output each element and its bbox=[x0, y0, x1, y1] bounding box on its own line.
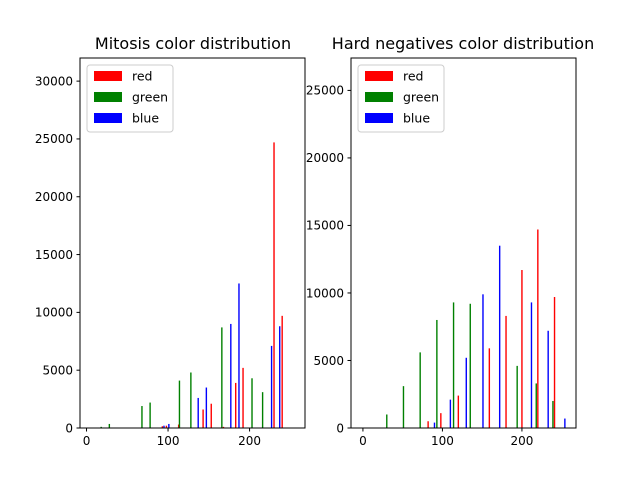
bars bbox=[386, 229, 566, 428]
legend-label-red: red bbox=[132, 69, 153, 84]
legend-label-green: green bbox=[132, 90, 168, 105]
y-tick-label: 15000 bbox=[35, 248, 73, 262]
bar-red bbox=[521, 270, 523, 428]
y-tick-label: 20000 bbox=[35, 190, 73, 204]
bar-blue bbox=[433, 422, 436, 428]
bar-red bbox=[161, 426, 164, 428]
legend-label-blue: blue bbox=[132, 111, 159, 126]
bar-green bbox=[535, 383, 537, 428]
y-tick-label: 5000 bbox=[313, 354, 344, 368]
bar-blue bbox=[530, 302, 533, 428]
bar-blue bbox=[163, 425, 165, 428]
chart-hard-negatives: Hard negatives color distribution 0 100 20… bbox=[306, 34, 594, 448]
legend-swatch-red bbox=[365, 71, 393, 81]
axis-ticks: 0 100 200 0 5000 10000 15000 20000 25000 30000 bbox=[35, 74, 261, 448]
bar-blue bbox=[465, 357, 467, 428]
bar-blue bbox=[230, 323, 232, 428]
bar-red bbox=[165, 425, 168, 428]
bar-blue bbox=[482, 294, 484, 428]
chart-mitosis: Mitosis color distribution 0 100 200 0 5000 1… bbox=[35, 34, 306, 448]
axes-frame bbox=[350, 57, 577, 429]
axis-ticks: 0 100 200 0 5000 10000 15000 20000 25000 bbox=[306, 84, 534, 448]
bar-green bbox=[221, 327, 223, 428]
bar-green bbox=[149, 402, 151, 428]
legend-swatch-blue bbox=[94, 113, 122, 123]
bar-green bbox=[108, 423, 111, 428]
bar-green bbox=[469, 303, 471, 428]
legend: red green blue bbox=[357, 64, 445, 133]
legend-swatch-blue bbox=[365, 113, 393, 123]
y-tick-label: 25000 bbox=[306, 84, 344, 98]
bar-red bbox=[488, 348, 491, 428]
bar-green bbox=[261, 392, 264, 428]
y-tick-label: 10000 bbox=[306, 286, 344, 300]
bar-red bbox=[281, 315, 283, 428]
legend-label-blue: blue bbox=[403, 111, 430, 126]
x-tick-label: 200 bbox=[238, 434, 261, 448]
legend: red green blue bbox=[86, 64, 174, 133]
chart-title: Mitosis color distribution bbox=[95, 34, 291, 53]
bar-red bbox=[222, 426, 225, 428]
y-tick-label: 30000 bbox=[35, 74, 73, 88]
bar-red bbox=[273, 142, 275, 428]
bar-green bbox=[100, 426, 102, 428]
bar-blue bbox=[449, 399, 452, 428]
bar-blue bbox=[564, 418, 566, 428]
y-tick-label: 0 bbox=[336, 421, 344, 435]
bar-green bbox=[436, 319, 438, 428]
y-tick-label: 0 bbox=[65, 421, 73, 435]
bar-red bbox=[537, 229, 539, 428]
x-tick-label: 0 bbox=[83, 434, 91, 448]
bar-blue bbox=[547, 330, 549, 428]
legend-label-green: green bbox=[403, 90, 439, 105]
bar-red bbox=[427, 421, 429, 428]
legend-swatch-green bbox=[365, 92, 393, 102]
bars bbox=[100, 142, 283, 428]
bar-blue bbox=[279, 326, 281, 428]
x-tick-label: 100 bbox=[431, 434, 454, 448]
x-tick-label: 0 bbox=[359, 434, 367, 448]
bar-red bbox=[440, 413, 442, 428]
bar-green bbox=[452, 302, 455, 428]
legend-swatch-red bbox=[94, 71, 122, 81]
bar-red bbox=[235, 382, 237, 428]
bar-red bbox=[202, 409, 204, 428]
bar-blue bbox=[197, 397, 199, 428]
bar-green bbox=[178, 380, 181, 428]
chart-title: Hard negatives color distribution bbox=[332, 34, 594, 53]
bar-green bbox=[141, 406, 143, 428]
bar-green bbox=[402, 386, 405, 428]
bar-green bbox=[190, 372, 192, 428]
bar-red bbox=[210, 403, 212, 428]
bar-blue bbox=[498, 245, 501, 428]
bar-green bbox=[251, 378, 253, 428]
y-tick-label: 5000 bbox=[42, 363, 73, 377]
bar-green bbox=[516, 365, 518, 428]
x-tick-label: 100 bbox=[157, 434, 180, 448]
bar-red bbox=[553, 297, 556, 428]
bar-blue bbox=[205, 387, 208, 428]
y-tick-label: 15000 bbox=[306, 219, 344, 233]
y-tick-label: 10000 bbox=[35, 306, 73, 320]
bar-red bbox=[457, 395, 460, 428]
bar-blue bbox=[238, 283, 240, 428]
bar-red bbox=[177, 424, 180, 428]
bar-green bbox=[419, 352, 421, 428]
bar-green bbox=[386, 414, 388, 428]
x-tick-label: 200 bbox=[510, 434, 533, 448]
bar-blue bbox=[168, 423, 170, 428]
bar-red bbox=[242, 367, 244, 428]
axes-frame bbox=[79, 57, 306, 429]
legend-label-red: red bbox=[403, 69, 424, 84]
bar-red bbox=[505, 315, 507, 428]
bar-green bbox=[552, 400, 554, 428]
bar-blue bbox=[270, 345, 273, 428]
y-tick-label: 20000 bbox=[306, 151, 344, 165]
legend-swatch-green bbox=[94, 92, 122, 102]
y-tick-label: 25000 bbox=[35, 132, 73, 146]
